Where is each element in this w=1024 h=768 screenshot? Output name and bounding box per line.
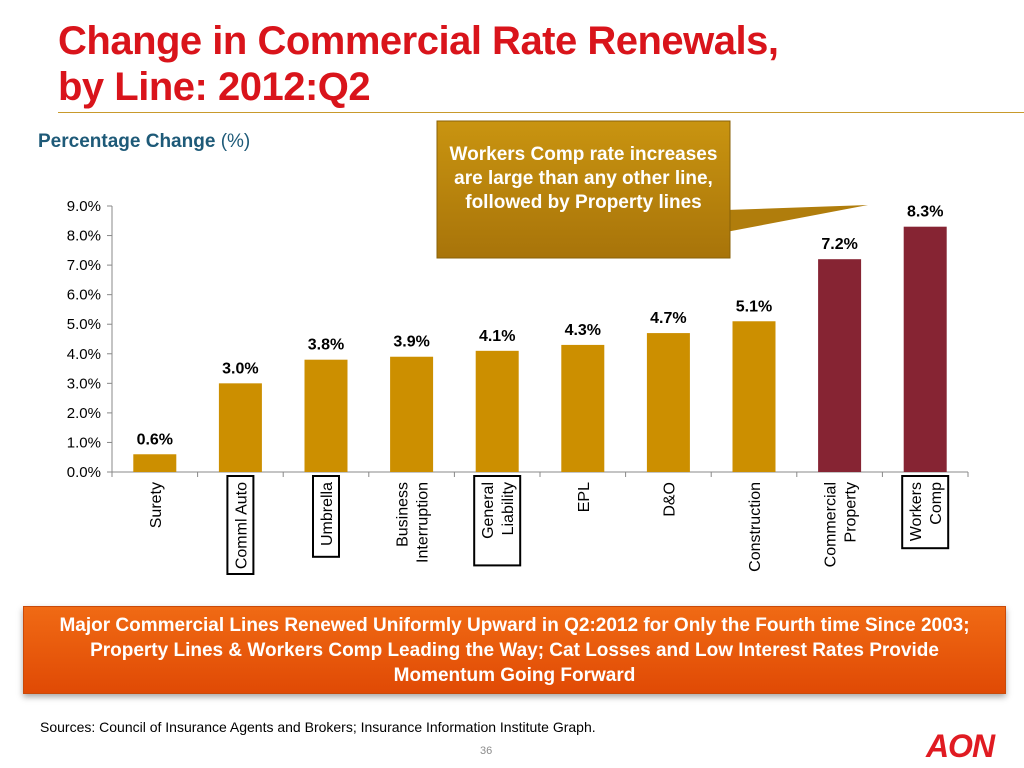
page-number: 36	[480, 745, 493, 757]
y-tick-label: 8.0%	[67, 228, 101, 245]
bar	[561, 344, 605, 472]
chart-subtitle-unit: (%)	[220, 131, 251, 152]
y-tick-label: 2.0%	[67, 405, 101, 422]
x-category-text: General	[480, 482, 497, 539]
x-category-highlight-box	[312, 475, 340, 558]
bar-value-label: 5.1%	[736, 298, 772, 315]
x-category-text: Umbrella	[319, 482, 336, 546]
x-category-text: Comp	[928, 482, 945, 525]
x-category-text: Property	[843, 482, 860, 542]
bar-value-label: 4.7%	[650, 310, 686, 327]
x-category-label: D&O	[661, 482, 678, 517]
x-category-label: Construction	[747, 482, 764, 572]
bar-value-label: 3.0%	[222, 360, 258, 377]
bar-chart: 0.0% 1.0% 2.0% 3.0% 4.0% 5.0% 6.0% 7.0% 8.0% 9.0%…	[67, 120, 969, 575]
bar	[475, 350, 519, 472]
x-category-text: Liability	[500, 482, 517, 535]
summary-banner-text: Major Commercial Lines Renewed Uniformly…	[59, 614, 970, 686]
y-tick-label: 6.0%	[67, 287, 101, 304]
x-category-text: Interruption	[415, 482, 432, 563]
slide-title-line-1: Change in Commercial Rate Renewals,	[58, 19, 779, 63]
x-category-label: Surety	[148, 482, 165, 528]
x-category-text: Business	[395, 482, 412, 547]
y-tick-label: 5.0%	[67, 316, 101, 333]
x-category-label: General Liability	[473, 475, 522, 567]
y-tick-label: 9.0%	[67, 198, 101, 215]
bar-value-label: 4.1%	[479, 328, 515, 345]
y-tick-label: 0.0%	[67, 464, 101, 481]
bar-value-label: 0.6%	[137, 431, 173, 448]
chart-category-labels: Surety Comml Auto Umbrella Business Interrup…	[148, 475, 950, 575]
bar	[390, 356, 434, 472]
bar	[646, 333, 690, 472]
y-tick-label: 3.0%	[67, 375, 101, 392]
bar	[732, 321, 776, 472]
chart-subtitle: Percentage Change (%)	[38, 131, 250, 153]
bar	[304, 359, 348, 472]
x-category-text: Comml Auto	[233, 482, 250, 569]
x-category-label: Umbrella	[312, 475, 340, 558]
x-category-label: Workers Comp	[901, 475, 950, 550]
callout-pointer	[726, 205, 868, 232]
callout-text: Workers Comp rate increases are large th…	[449, 144, 718, 213]
x-category-highlight-box	[226, 475, 255, 575]
chart-value-labels: 0.6% 3.0% 3.8% 3.9% 4.1% 4.3% 4.7% 5.1% 7.2% 8.3%	[137, 204, 944, 449]
x-category-label: EPL	[576, 482, 593, 512]
bar	[818, 259, 862, 472]
x-category-text: D&O	[661, 482, 678, 517]
y-tick-label: 7.0%	[67, 257, 101, 274]
bar	[218, 383, 262, 472]
aon-logo: AON	[925, 728, 997, 762]
bar-value-label: 3.8%	[308, 337, 344, 354]
x-category-text: EPL	[576, 482, 593, 512]
bar-value-label: 7.2%	[821, 236, 857, 253]
x-category-highlight-box	[473, 475, 522, 567]
bar-value-label: 8.3%	[907, 204, 943, 221]
sources-note: Sources: Council of Insurance Agents and…	[40, 719, 596, 735]
chart-bars	[133, 226, 947, 472]
x-category-label: Commercial Property	[823, 482, 860, 567]
title-divider	[58, 112, 1024, 113]
x-category-text: Workers	[908, 482, 925, 541]
bar	[903, 226, 947, 472]
x-category-label: Comml Auto	[226, 475, 255, 575]
x-category-label: Business Interruption	[395, 482, 432, 563]
chart-subtitle-text: Percentage Change	[38, 131, 216, 152]
y-tick-label: 1.0%	[67, 434, 101, 451]
y-tick-label: 4.0%	[67, 346, 101, 363]
slide-title: Change in Commercial Rate Renewals, by L…	[58, 18, 779, 110]
x-category-text: Commercial	[823, 482, 840, 567]
slide-title-line-2: by Line: 2012:Q2	[58, 65, 371, 109]
x-category-highlight-box	[901, 475, 950, 550]
x-category-text: Surety	[148, 482, 165, 528]
bar-value-label: 4.3%	[565, 322, 601, 339]
callout-background	[436, 120, 731, 259]
x-category-text: Construction	[747, 482, 764, 572]
aon-logo-text: AON	[925, 728, 996, 762]
callout-box	[436, 120, 868, 259]
bar-value-label: 3.9%	[393, 334, 429, 351]
summary-banner: Major Commercial Lines Renewed Uniformly…	[23, 606, 1006, 694]
bar	[133, 454, 177, 472]
